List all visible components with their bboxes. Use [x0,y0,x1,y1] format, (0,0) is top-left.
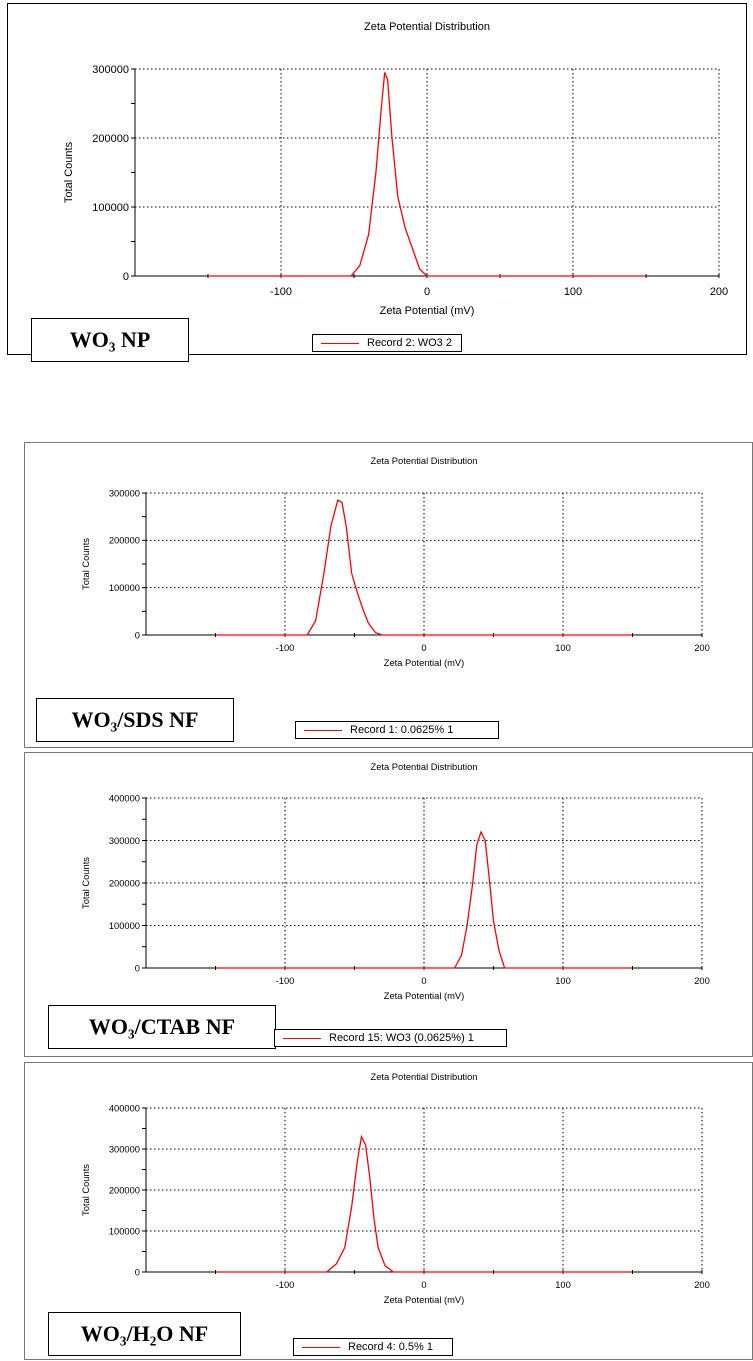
legend-swatch [283,1037,321,1039]
chart-panel-wo3-h2o: Zeta Potential Distribution 0 100000 200000… [24,1062,753,1360]
y-tick-label: 200000 [109,536,140,546]
y-tick-label: 100000 [92,202,129,214]
y-axis-label: Total Counts [81,538,91,590]
sample-label: WO₃/SDS NF [71,707,199,732]
x-tick-label: -100 [276,976,295,986]
chart-svg-2: Zeta Potential Distribution 0 100000 200000… [81,762,710,1001]
x-axis-label: Zeta Potential (mV) [384,1295,465,1305]
y-tick-label: 200000 [109,1185,140,1195]
sample-label: WO₃/H₂O NF [80,1321,209,1346]
y-axis-label: Total Counts [81,857,91,909]
legend-swatch [321,342,359,344]
sample-label: WO₃/CTAB NF [88,1014,236,1039]
chart-title: Zeta Potential Distribution [371,456,478,466]
y-tick-label: 200000 [92,133,129,145]
x-tick-label: 0 [421,643,426,653]
y-axis-label: Total Counts [63,141,75,203]
sample-label-box: WO₃/SDS NF [36,698,234,742]
x-axis-label: Zeta Potential (mV) [384,991,465,1001]
y-tick-label: 100000 [109,1226,140,1236]
chart-panel-wo3-sds: Zeta Potential Distribution 0 100000 200000… [24,442,753,748]
y-tick-label: 100000 [109,583,140,593]
legend-label: Record 1: 0.0625% 1 [350,724,454,736]
sample-label-box: WO₃/CTAB NF [48,1005,276,1049]
y-tick-label: 200000 [109,878,140,888]
chart-svg-0: Zeta Potential Distribution 0 100000 200000… [63,21,728,317]
y-tick-label: 400000 [109,793,140,803]
x-tick-label: 100 [555,976,571,986]
chart-title: Zeta Potential Distribution [364,21,490,33]
legend-swatch [304,729,342,731]
sample-label-box: WO₃ NP [31,318,189,362]
y-tick-label: 0 [135,963,140,973]
legend-box: Record 1: 0.0625% 1 [295,721,499,739]
y-tick-label: 300000 [109,836,140,846]
chart-panel-wo3-ctab: Zeta Potential Distribution 0 100000 200000… [24,752,753,1057]
x-tick-label: 200 [710,286,728,298]
series-line [215,830,633,969]
x-tick-label: -100 [276,643,295,653]
y-tick-label: 300000 [109,488,140,498]
legend-label: Record 4: 0.5% 1 [348,1341,433,1353]
series-line [208,72,646,277]
legend-swatch [302,1346,340,1348]
x-tick-label: 0 [424,286,430,298]
x-tick-label: -100 [276,1280,295,1290]
y-tick-label: 0 [123,271,129,283]
x-tick-label: 0 [421,1280,426,1290]
legend-box: Record 15: WO3 (0.0625%) 1 [274,1029,507,1047]
y-tick-label: 0 [135,630,140,640]
chart-svg-3: Zeta Potential Distribution 0 100000 200000… [81,1072,710,1305]
x-tick-label: 0 [421,976,426,986]
chart-title: Zeta Potential Distribution [371,762,478,772]
legend-label: Record 2: WO3 2 [367,337,452,349]
x-tick-label: -100 [270,286,292,298]
x-tick-label: 100 [555,643,571,653]
x-tick-label: 200 [694,1280,710,1290]
x-tick-label: 200 [694,976,710,986]
y-tick-label: 300000 [109,1144,140,1154]
legend-box: Record 4: 0.5% 1 [293,1338,453,1356]
x-axis-label: Zeta Potential (mV) [384,658,465,668]
sample-label: WO₃ NP [69,327,151,352]
legend-box: Record 2: WO3 2 [312,334,462,352]
y-axis-label: Total Counts [81,1164,91,1216]
sample-label-box: WO₃/H₂O NF [48,1312,241,1356]
x-axis-label: Zeta Potential (mV) [380,305,475,317]
x-tick-label: 100 [564,286,582,298]
y-tick-label: 0 [135,1267,140,1277]
x-tick-label: 200 [694,643,710,653]
x-tick-label: 100 [555,1280,571,1290]
chart-panel-wo3-np: Zeta Potential Distribution 0 100000 200000… [7,3,747,362]
series-line [215,1134,633,1273]
chart-title: Zeta Potential Distribution [371,1072,478,1082]
series-line [215,499,633,636]
y-tick-label: 400000 [109,1103,140,1113]
y-tick-label: 300000 [92,64,129,76]
legend-label: Record 15: WO3 (0.0625%) 1 [329,1032,474,1044]
chart-svg-1: Zeta Potential Distribution 0 100000 200000… [81,456,710,668]
y-tick-label: 100000 [109,921,140,931]
